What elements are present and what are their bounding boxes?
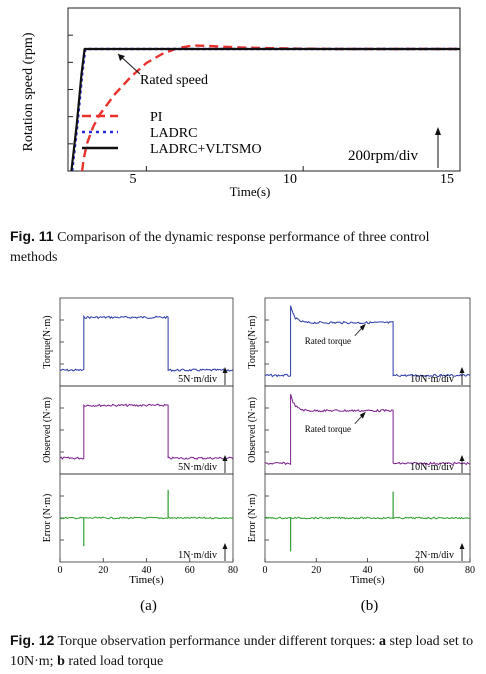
fig11-rated-speed-annotation: Rated speed [140,73,208,88]
fig12-y-axis-label: Observed (N·m) [42,397,53,463]
fig11-caption: Fig. 11 Comparison of the dynamic respon… [10,226,480,268]
fig12-signal-line [59,314,234,372]
legend-pi-label: PI [150,110,163,125]
legend-ladrc-label: LADRC [150,126,197,141]
fig12-x-tick-label: 60 [414,565,424,576]
fig11-plot-frame [67,7,461,172]
fig12-div-arrow-head [459,367,465,373]
fig12-div-label: 10N·m/div [410,374,454,385]
fig12-y-axis-label: Error (N·m) [42,494,53,543]
fig11-x-tick-5: 5 [130,172,137,187]
fig11-y-axis-label: Rotation speed (rpm) [21,32,36,151]
fig12-div-label: 5N·m/div [178,374,217,385]
fig12-div-label: 2N·m/div [415,550,454,561]
fig12-signal-line [264,516,471,520]
fig11-x-tick-10: 10 [283,172,297,187]
fig12-caption-text-2: step load set to 10N·m; [10,634,474,669]
fig12-x-tick-label: 20 [311,565,321,576]
fig12-panel-b: Torque(N·m) Rated torque10N·m/divObserved… [247,297,475,614]
fig12-subplot-frame [59,297,234,387]
fig12-x-axis-label: Time(s) [350,574,385,586]
fig12-signal-line [264,305,471,378]
fig12-signal-line [59,403,234,460]
fig11-caption-text: Comparison of the dynamic response perfo… [10,230,430,265]
fig12-subplot-frame [264,385,471,475]
fig11-series-line-pi [80,44,460,172]
fig12-subplot: Torque(N·m) Rated torque 10N·m/div [247,297,471,387]
fig12-x-tick-label: 60 [185,565,195,576]
fig12-panel-sublabel: (a) [140,598,157,614]
fig11-legend: PI LADRC LADRC+VLTSMO [82,110,262,157]
fig12-subplot-frame [264,297,471,387]
fig11-x-axis-label: Time(s) [230,184,271,199]
fig12-signal-line [59,516,234,520]
fig12-caption-a: a [379,634,387,649]
fig11-caption-label: Fig. 11 [10,228,54,244]
fig11-x-tick-15: 15 [440,172,454,187]
fig12-signal-line [264,394,471,466]
fig12-caption-text-1: Torque observation performance under dif… [54,634,380,649]
fig11-grid [68,34,461,171]
fig12-annotation-arrow-head [359,411,366,419]
fig12-caption-text-3: rated load torque [64,654,164,669]
rated-speed-arrow-head [118,54,125,61]
fig12-x-tick-label: 0 [58,565,63,576]
fig12-caption: Fig. 12 Torque observation performance u… [10,630,480,672]
fig12-x-tick-label: 40 [363,565,373,576]
fig12-x-axis-label: Time(s) [129,574,164,586]
fig11-chart: Rotation speed (rpm) Time(s) 5 10 15 Rat… [21,7,461,199]
fig12-subplot: Error (N·m) 1N·m/div [42,473,234,563]
fig12-subplot: Error (N·m) 2N·m/div [247,473,471,563]
fig11-series-line-ladrc-vltsmo [70,47,460,172]
fig12-subplot: Torque(N·m) 5N·m/div [42,297,234,387]
legend-ladrc-vltsmo-label: LADRC+VLTSMO [150,142,262,157]
fig12-y-axis-label: Observed (N·m) [247,397,258,463]
fig12-y-axis-label: Error (N·m) [247,494,258,543]
fig12-chart: Torque(N·m) 5N·m/div Observed (N·m) 5N·m/di… [42,297,475,614]
fig12-caption-label: Fig. 12 [10,632,55,648]
fig12-subplot: Observed (N·m) Rated torque 10N·m/div [247,385,471,475]
fig12-x-tick-label: 80 [228,565,238,576]
fig12-div-arrow-head [459,455,465,461]
fig12-x-tick-label: 0 [263,565,268,576]
fig12-subplot-frame [59,385,234,475]
fig11-scale-arrow-head [435,127,441,135]
fig12-y-axis-label: Torque(N·m) [247,315,258,368]
fig12-x-tick-label: 40 [142,565,152,576]
fig12-rated-torque-annotation: Rated torque [305,336,351,346]
fig12-div-arrow-head [222,455,228,461]
fig12-div-arrow-head [222,367,228,373]
fig12-x-tick-label: 20 [98,565,108,576]
fig12-div-label: 5N·m/div [178,462,217,473]
fig12-annotation-arrow-head [359,323,366,331]
fig12-subplot: Observed (N·m) 5N·m/div [42,385,234,475]
fig12-y-axis-label: Torque(N·m) [42,315,53,368]
fig11-series-group [70,44,460,172]
fig12-rated-torque-annotation: Rated torque [305,424,351,434]
fig12-panel-sublabel: (b) [361,598,379,614]
fig12-div-arrow-head [222,543,228,549]
fig12-div-label: 1N·m/div [178,550,217,561]
fig12-caption-b: b [57,654,65,669]
fig12-x-tick-label: 80 [465,565,475,576]
fig12-div-label: 10N·m/div [410,462,454,473]
fig12-div-arrow-head [459,543,465,549]
fig11-scale-label: 200rpm/div [348,148,418,164]
fig12-panel-a: Torque(N·m) 5N·m/div Observed (N·m) 5N·m/di… [42,297,238,614]
